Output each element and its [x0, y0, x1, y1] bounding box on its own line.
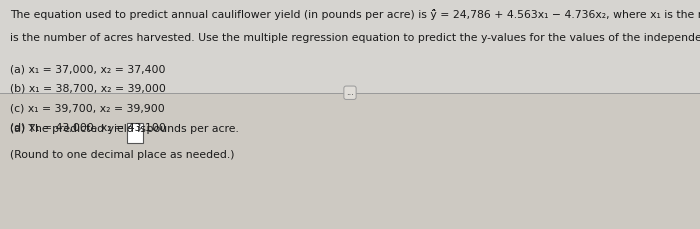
- Bar: [0, 0, 700, 93]
- Text: (b) x₁ = 38,700, x₂ = 39,000: (b) x₁ = 38,700, x₂ = 39,000: [10, 84, 167, 94]
- Text: (Round to one decimal place as needed.): (Round to one decimal place as needed.): [10, 150, 235, 160]
- Text: (a) x₁ = 37,000, x₂ = 37,400: (a) x₁ = 37,000, x₂ = 37,400: [10, 64, 166, 74]
- Text: (c) x₁ = 39,700, x₂ = 39,900: (c) x₁ = 39,700, x₂ = 39,900: [10, 103, 165, 113]
- Bar: [0, 93, 700, 229]
- Text: (a) The predicted yield is: (a) The predicted yield is: [10, 124, 150, 134]
- Text: ...: ...: [346, 88, 354, 97]
- Text: The equation used to predict annual cauliflower yield (in pounds per acre) is ŷ̂: The equation used to predict annual caul…: [10, 9, 700, 20]
- Text: is the number of acres harvested. Use the multiple regression equation to predic: is the number of acres harvested. Use th…: [10, 33, 700, 43]
- FancyBboxPatch shape: [127, 123, 143, 143]
- Text: pounds per acre.: pounds per acre.: [143, 124, 239, 134]
- Text: (d) x₁ = 43,000, x₂ = 43,100: (d) x₁ = 43,000, x₂ = 43,100: [10, 123, 167, 133]
